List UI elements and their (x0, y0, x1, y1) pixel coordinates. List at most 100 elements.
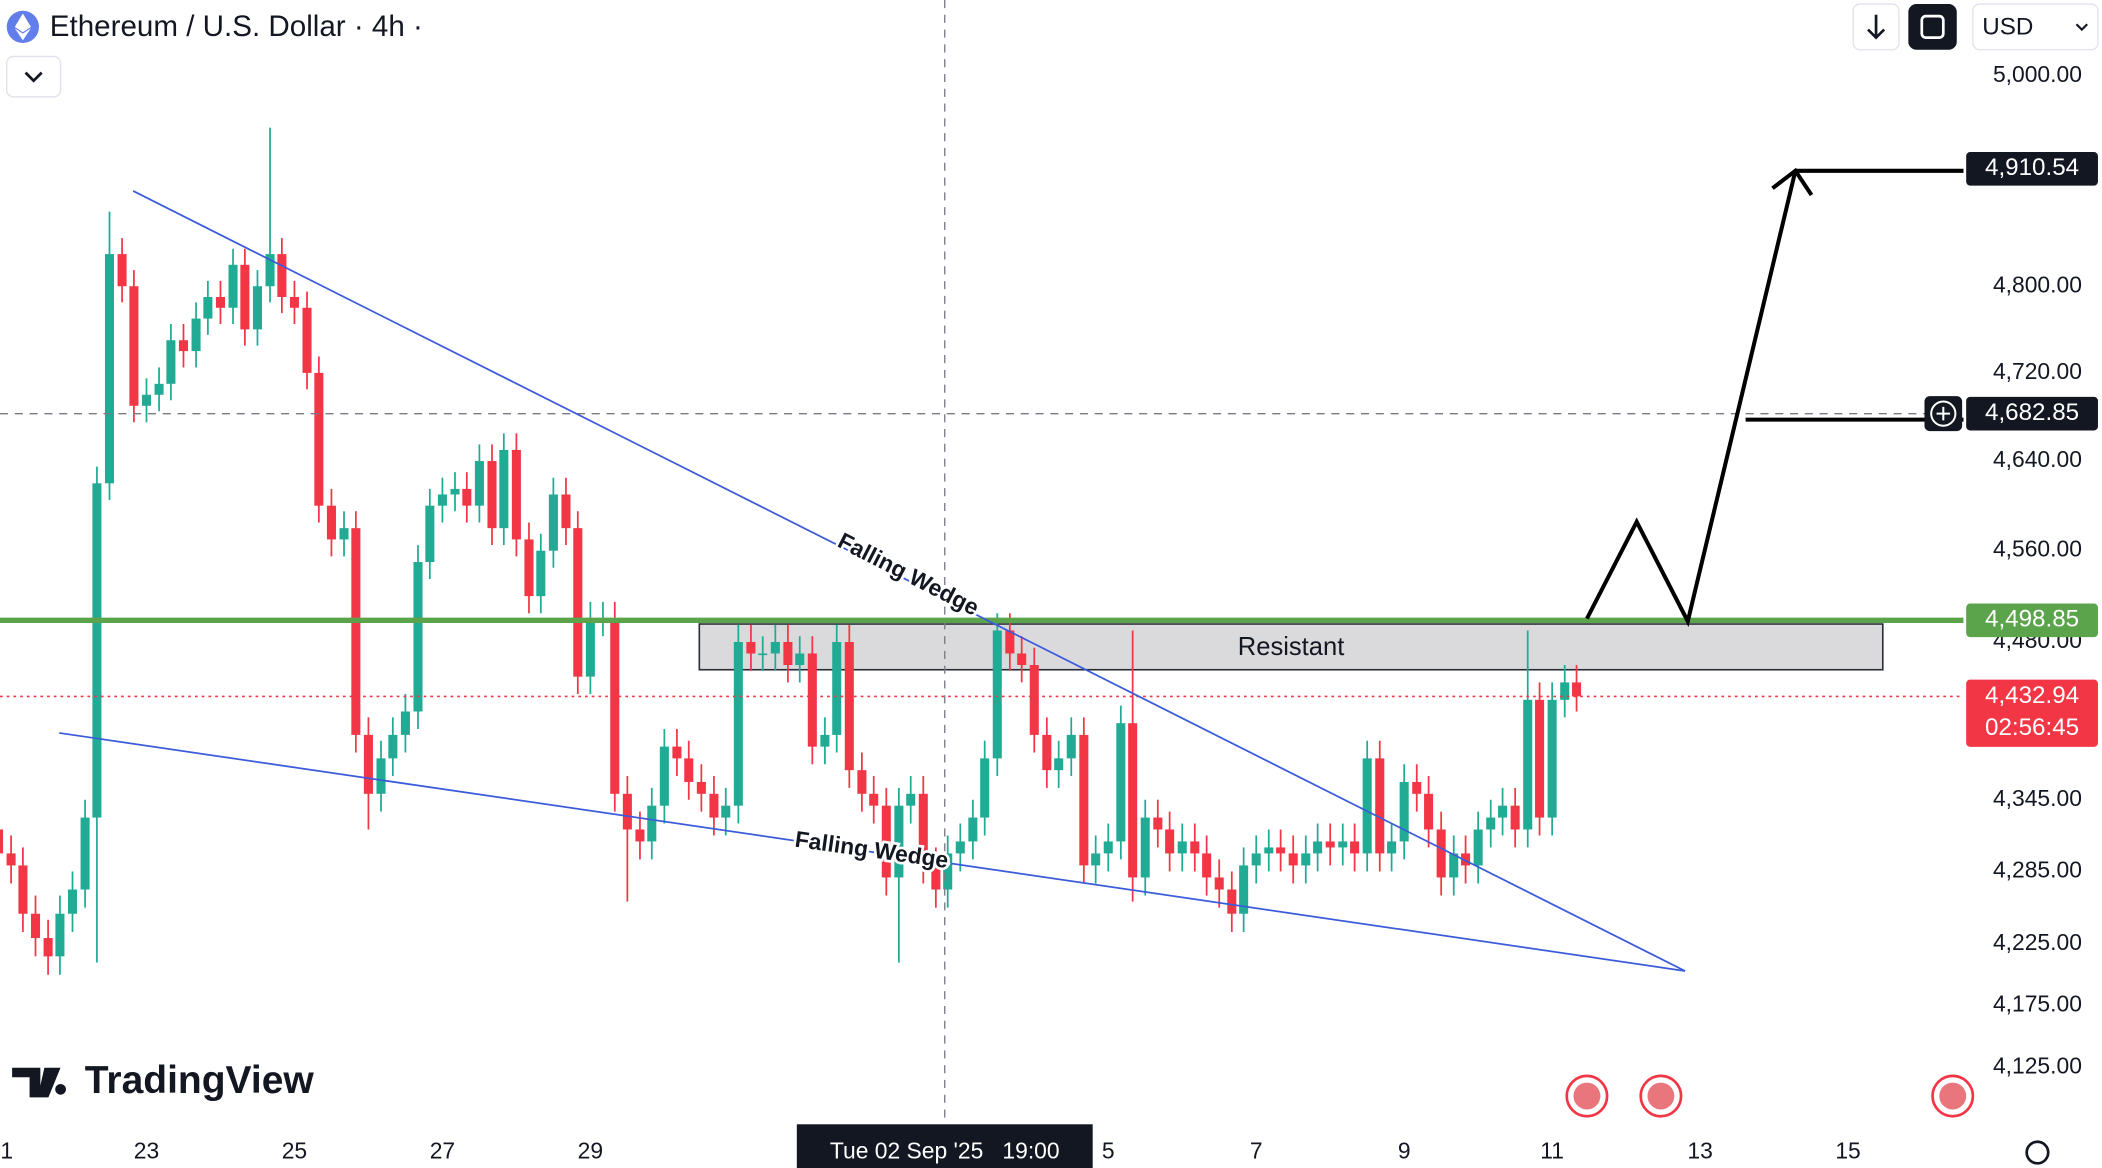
price-tag (1966, 679, 2098, 747)
candle-body (709, 793, 719, 818)
flag-icon (1573, 1082, 1601, 1110)
candle-body (943, 853, 953, 890)
candle-body (894, 805, 904, 878)
candle-body (1301, 853, 1311, 866)
candle-body (462, 488, 472, 506)
y-tick-label: 4,640.00 (1993, 446, 2082, 472)
x-tick-label: 15 (1835, 1138, 1860, 1164)
x-tick-label: 1 (0, 1138, 13, 1164)
settings-icon[interactable] (2025, 1140, 2050, 1165)
candle-body (474, 461, 484, 506)
candle-body (561, 494, 571, 529)
candle-body (1239, 865, 1249, 914)
x-tick-label: 25 (282, 1138, 307, 1164)
candle-body (376, 758, 386, 794)
candle-body (1066, 734, 1076, 759)
candle-body (1227, 889, 1237, 914)
wedge-upper (132, 190, 1686, 972)
candle-body (67, 889, 78, 914)
candle-body (80, 817, 90, 890)
candle-body (1202, 853, 1212, 878)
candle-body (610, 619, 620, 794)
candle-body (573, 528, 583, 677)
countdown: 02:56:45 (1985, 714, 2079, 741)
y-tick-label: 4,560.00 (1993, 536, 2082, 562)
candle-body (1523, 699, 1533, 830)
candle-body (968, 817, 978, 842)
candle-body (0, 829, 4, 854)
currency-label: USD (1982, 14, 2033, 41)
candle-body (154, 383, 164, 395)
fullscreen-button[interactable] (1908, 4, 1957, 50)
candle-body (511, 449, 521, 540)
price-axis: 5,000.00 4,800.00 4,720.00 4,640.00 4,560.00… (0, 61, 2098, 1168)
y-tick-label: 4,720.00 (1993, 358, 2082, 384)
price-tag (1966, 152, 2098, 186)
candle-body (1387, 841, 1397, 854)
y-tick-label: 4,285.00 (1993, 856, 2082, 882)
candle-body (795, 653, 805, 666)
candle-body (499, 449, 509, 529)
download-icon (1867, 14, 1886, 40)
plot: Resistant (0, 0, 1964, 1125)
candle-body (918, 793, 928, 866)
collapse-button[interactable] (6, 55, 62, 98)
candle-body (1399, 781, 1409, 842)
candle-body (770, 641, 780, 654)
candle-body (832, 641, 842, 735)
candle-body (252, 286, 262, 330)
candle-body (363, 734, 373, 794)
candle-body (758, 653, 768, 656)
candle-body (524, 539, 534, 597)
candle-body (1486, 817, 1496, 830)
candle-body (659, 746, 669, 806)
candle-body (289, 296, 299, 308)
candle-body (844, 641, 854, 771)
candle-body (746, 641, 756, 654)
projection-path (1585, 170, 1798, 628)
candle-body (1190, 841, 1200, 854)
candle-body (807, 653, 817, 747)
price-tag-label: 4,910.54 (1985, 154, 2079, 181)
candle-body (733, 641, 743, 806)
logo-text: TradingView (85, 1059, 315, 1102)
candle-body (104, 254, 115, 484)
currency-select[interactable] (1972, 3, 2099, 51)
candle-body (1054, 758, 1064, 771)
candle-body (1547, 699, 1557, 818)
x-tick-label: 11 (1540, 1138, 1564, 1164)
candle-body (129, 286, 139, 406)
candle-body (1276, 847, 1286, 854)
candle-body (1140, 817, 1150, 878)
plus-icon (1936, 406, 1951, 421)
candle-body (1473, 829, 1483, 866)
y-tick-label: 4,125.00 (1993, 1053, 2082, 1079)
candle-body (1362, 758, 1372, 854)
candle-body (931, 865, 941, 890)
candle-body (117, 254, 127, 287)
price-tag-label: 4,432.94 (1985, 682, 2079, 709)
candle-body (1177, 841, 1187, 854)
candle-body (92, 483, 102, 818)
candle-body (635, 829, 645, 842)
candle-body (191, 318, 201, 352)
candle-body (1017, 653, 1027, 666)
candle-body (1510, 805, 1520, 830)
candle-body (1350, 841, 1360, 854)
candle-body (1449, 853, 1459, 878)
candle-body (228, 264, 238, 308)
symbol-title: Ethereum / U.S. Dollar · 4h · (50, 10, 423, 43)
candle-body (548, 494, 558, 551)
candle-body (1128, 723, 1138, 878)
candle-body (721, 805, 731, 818)
candle-body (869, 793, 879, 806)
candle-body (672, 746, 682, 759)
event-markers (1565, 1074, 1975, 1118)
x-tick-label: 7 (1250, 1138, 1263, 1164)
crosshair-price-tag (1966, 396, 2098, 431)
candle-body (536, 550, 546, 597)
x-tick-label: 5 (1102, 1138, 1115, 1164)
candle-body (1251, 853, 1261, 866)
candle-body (857, 770, 867, 794)
candle-body (326, 505, 336, 540)
